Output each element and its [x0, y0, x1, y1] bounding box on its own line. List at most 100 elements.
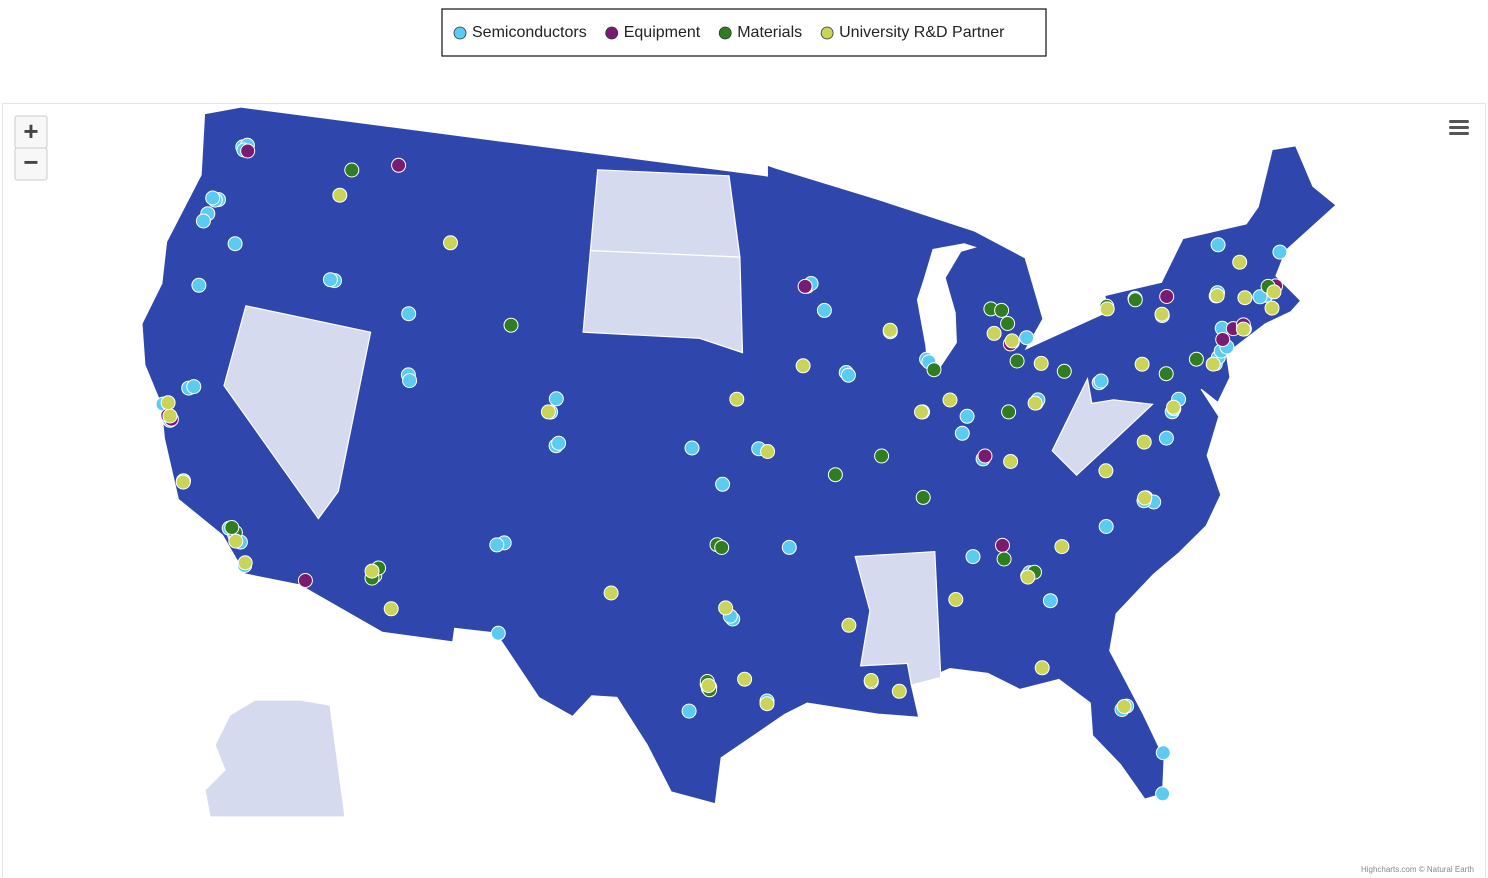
legend-item[interactable]: University R&D Partner [820, 24, 1005, 41]
svg-text:−: − [23, 147, 38, 177]
map-point [240, 143, 256, 159]
map-point [1136, 434, 1152, 450]
map-point [322, 272, 338, 288]
map-point [1272, 244, 1288, 260]
map-point [1158, 430, 1174, 446]
map-point [1027, 395, 1043, 411]
map-point [795, 358, 811, 374]
map-point [948, 592, 964, 607]
map-point [1137, 490, 1153, 506]
map-point [1209, 288, 1225, 304]
map-point [228, 533, 244, 549]
map-point [401, 306, 417, 322]
map-point [195, 213, 211, 229]
map-point [1098, 519, 1114, 534]
map-point [1056, 363, 1072, 379]
map-point [994, 302, 1010, 318]
map-point [503, 317, 519, 333]
map-point [175, 474, 191, 490]
map-point [443, 235, 458, 251]
legend-box [441, 8, 1047, 57]
map-point [227, 236, 243, 252]
map-point [827, 467, 843, 483]
map-point [160, 395, 176, 411]
map-point [1019, 330, 1035, 346]
map-point [1155, 745, 1171, 761]
map-point [1155, 786, 1171, 802]
map-point [1166, 399, 1181, 415]
map-point [684, 440, 700, 456]
map-point [715, 476, 731, 492]
map-point [1134, 356, 1150, 372]
map-point [297, 573, 313, 588]
map-point [1033, 355, 1049, 371]
map-point [1020, 569, 1036, 585]
map-point [344, 162, 360, 178]
map-point [759, 696, 775, 712]
legend-marker [453, 26, 467, 40]
alaska-inset [204, 699, 346, 817]
map-point [1235, 321, 1251, 337]
map-point [364, 563, 380, 579]
map-point [391, 157, 407, 173]
map-point [237, 555, 253, 571]
map-point [718, 600, 734, 616]
map-point [681, 703, 697, 719]
map-point [1003, 454, 1019, 469]
map-point [915, 489, 931, 505]
map-point [402, 373, 418, 389]
menu-button[interactable] [1444, 114, 1474, 140]
legend-marker [605, 26, 619, 40]
map-point [737, 671, 753, 687]
map-point [1266, 284, 1282, 300]
map-point [1000, 316, 1016, 331]
map-point [1099, 301, 1115, 317]
map-point [1054, 539, 1070, 555]
legend-item[interactable]: Materials [718, 24, 802, 41]
map-point [1004, 333, 1020, 349]
map-point [714, 540, 730, 555]
map-point [954, 425, 970, 441]
map-point [1093, 373, 1109, 389]
map-point [996, 551, 1012, 567]
map-point [816, 302, 832, 318]
map-point [1205, 356, 1221, 372]
map-point [891, 683, 907, 699]
map-point [383, 601, 399, 617]
us-land [141, 106, 1338, 805]
map-point [1232, 254, 1248, 270]
map-point [1237, 290, 1253, 306]
map-point [701, 678, 716, 694]
map-point [1001, 404, 1017, 420]
map-point [1127, 292, 1143, 308]
west-virginia [1051, 376, 1154, 477]
map-point [332, 187, 348, 203]
zoom-in[interactable]: + [14, 115, 48, 149]
map-point [1116, 699, 1132, 714]
zoom-out[interactable]: − [14, 147, 48, 181]
map-point [1252, 289, 1268, 305]
lake-michigan [916, 243, 977, 371]
map-point [986, 325, 1002, 341]
mississippi [854, 550, 942, 686]
map-point [1188, 351, 1204, 367]
legend-label: Semiconductors [472, 24, 587, 41]
legend-item[interactable]: Semiconductors [453, 24, 587, 41]
map-point [1264, 300, 1280, 316]
map-point [926, 362, 942, 378]
map-point [797, 278, 813, 294]
legend-item[interactable]: Equipment [605, 24, 701, 41]
map-point [729, 391, 745, 407]
map-point [191, 277, 207, 293]
legend-marker [820, 26, 834, 40]
map-point [874, 448, 890, 464]
map-point [760, 444, 776, 459]
map-point [965, 549, 981, 565]
map-point [1158, 366, 1174, 382]
map-point [1098, 463, 1114, 479]
map-point [882, 322, 898, 338]
map-point [977, 448, 993, 464]
map-point [603, 585, 619, 601]
map-point [1034, 660, 1050, 676]
